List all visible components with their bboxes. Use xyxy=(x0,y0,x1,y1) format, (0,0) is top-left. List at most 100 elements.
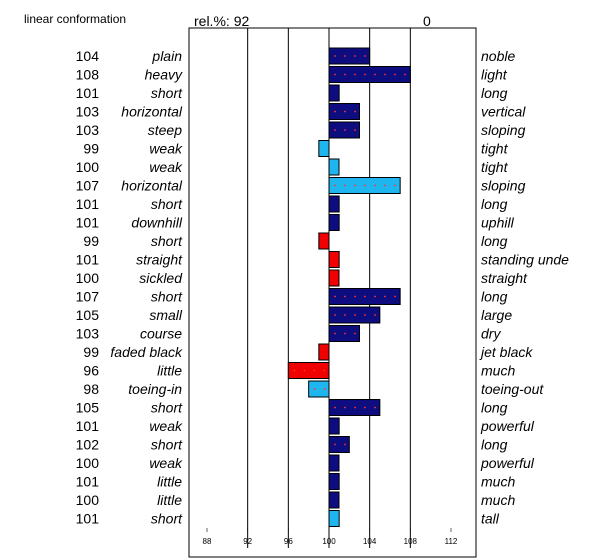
bar-dot xyxy=(344,110,346,113)
bar-dot xyxy=(344,443,346,446)
left-trait-label: steep xyxy=(148,122,182,138)
left-trait-label: faded black xyxy=(110,344,183,360)
left-trait-label: heavy xyxy=(145,67,183,83)
bar-dot xyxy=(374,406,376,409)
bar-dot xyxy=(374,295,376,298)
row-value: 101 xyxy=(76,252,100,268)
right-trait-label: jet black xyxy=(479,344,533,360)
left-trait-label: plain xyxy=(151,48,182,64)
bar-dot xyxy=(334,332,336,335)
left-trait-label: sickled xyxy=(139,270,183,286)
bar-dot xyxy=(394,184,396,187)
right-trait-label: long xyxy=(481,400,508,416)
bar xyxy=(328,84,340,102)
bar xyxy=(328,251,340,268)
right-header-value: 0 xyxy=(423,13,431,29)
bar-dot xyxy=(354,314,356,316)
bar xyxy=(308,380,330,398)
bar-dot xyxy=(394,73,396,76)
left-trait-label: straight xyxy=(136,252,183,268)
x-tick-label: 88 xyxy=(203,537,212,546)
bar xyxy=(318,343,330,361)
bar-dot xyxy=(313,369,316,372)
left-trait-label: short xyxy=(151,196,183,212)
right-trait-label: long xyxy=(481,196,508,212)
right-trait-label: dry xyxy=(481,326,501,342)
bar-dot xyxy=(334,55,336,57)
rel-label: rel.%: 92 xyxy=(194,13,250,29)
right-trait-label: much xyxy=(481,474,515,490)
x-tick-label: 100 xyxy=(322,537,336,546)
row-value: 101 xyxy=(76,511,100,527)
right-trait-label: tall xyxy=(481,511,500,527)
row-value: 100 xyxy=(76,492,100,508)
row-value: 100 xyxy=(76,159,100,175)
left-trait-label: toeing-in xyxy=(128,381,182,397)
bar xyxy=(328,47,371,65)
bar-dot xyxy=(334,443,336,446)
x-tick-label: 92 xyxy=(243,537,252,546)
bar xyxy=(328,214,340,231)
bar-dot xyxy=(354,73,356,76)
bar-dot xyxy=(384,295,386,298)
bar-dot xyxy=(354,110,356,113)
row-value: 100 xyxy=(76,455,100,471)
row-value: 101 xyxy=(76,196,100,212)
bar-dot xyxy=(354,184,356,187)
row-value: 107 xyxy=(76,289,100,305)
bar-dot xyxy=(334,110,336,113)
bar-dot xyxy=(303,369,306,372)
row-value: 105 xyxy=(76,400,100,416)
right-trait-label: toeing-out xyxy=(481,381,544,397)
bar-dot xyxy=(394,295,396,298)
right-trait-label: large xyxy=(481,307,512,323)
bar xyxy=(328,66,411,83)
right-trait-label: vertical xyxy=(481,104,526,120)
right-trait-label: much xyxy=(481,363,515,379)
x-tick-label: 104 xyxy=(363,537,377,546)
x-ticks-group: 88 92 96 100 104 108 112 xyxy=(203,528,458,546)
left-trait-label: short xyxy=(151,85,183,101)
row-value: 108 xyxy=(76,67,100,83)
left-trait-label: little xyxy=(157,492,182,508)
bar xyxy=(328,473,340,490)
left-trait-label: horizontal xyxy=(121,178,183,194)
row-value: 99 xyxy=(83,233,99,249)
left-trait-label: short xyxy=(151,400,183,416)
left-trait-label: weak xyxy=(149,455,183,471)
left-trait-label: weak xyxy=(149,141,183,157)
row-value: 101 xyxy=(76,474,100,490)
row-value: 101 xyxy=(76,418,100,434)
bar xyxy=(318,140,330,157)
bar-dot xyxy=(354,295,356,298)
row-value: 101 xyxy=(76,85,100,101)
bar-dot xyxy=(354,55,356,57)
bar-dot xyxy=(374,184,376,187)
bar-dot xyxy=(384,184,386,187)
bar-dot xyxy=(334,406,336,409)
bar-dot xyxy=(344,73,346,76)
bars-group xyxy=(287,47,411,527)
row-value: 105 xyxy=(76,307,100,323)
right-trait-label: straight xyxy=(481,270,528,286)
bar-dot xyxy=(344,332,346,335)
left-trait-label: little xyxy=(157,363,182,379)
bar-dot xyxy=(313,388,316,390)
bar-dot xyxy=(354,129,356,131)
row-value: 102 xyxy=(76,437,100,453)
left-trait-label: horizontal xyxy=(121,104,183,120)
bar-dot xyxy=(364,295,366,298)
row-value: 96 xyxy=(83,363,99,379)
left-trait-label: little xyxy=(157,474,182,490)
bar xyxy=(328,269,340,287)
right-trait-label: standing unde xyxy=(481,252,569,268)
left-trait-label: short xyxy=(151,437,183,453)
bar-dot xyxy=(344,314,346,316)
bar xyxy=(328,454,340,472)
bar-dot xyxy=(374,314,376,316)
bar-dot xyxy=(364,406,366,409)
bar-dot xyxy=(374,73,376,76)
bar-dot xyxy=(344,55,346,57)
row-value: 99 xyxy=(83,344,99,360)
bar-dot xyxy=(323,388,326,390)
